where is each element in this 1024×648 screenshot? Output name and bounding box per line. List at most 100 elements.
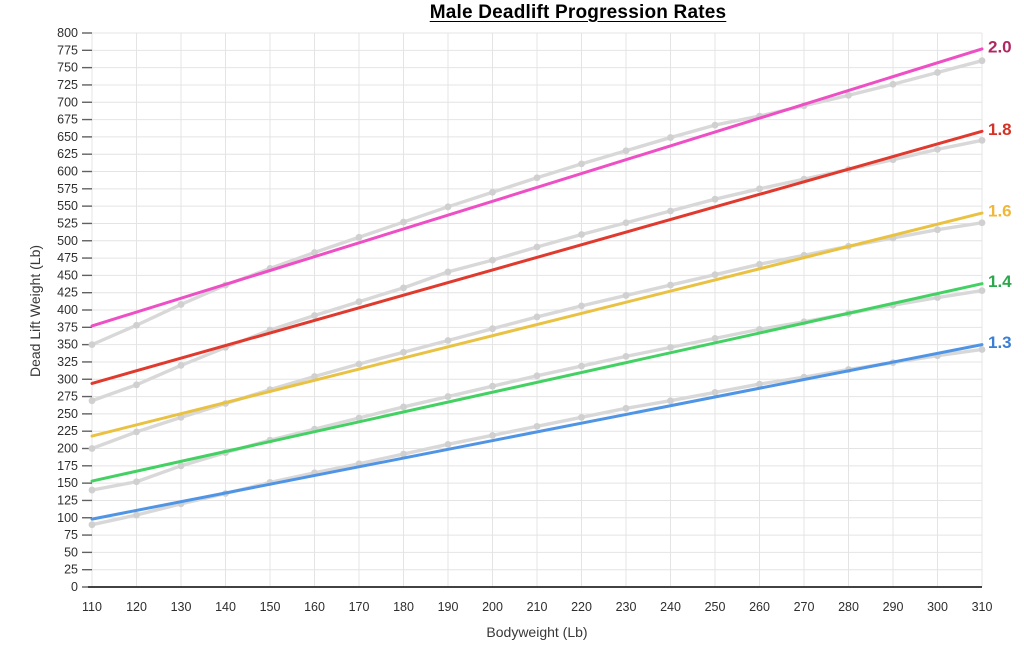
rate-label-1.3: 1.3: [988, 333, 1012, 352]
y-tick-label: 625: [57, 147, 78, 161]
y-tick-label: 25: [64, 563, 78, 577]
gridlines: [91, 32, 983, 588]
data-point: [88, 521, 96, 529]
data-point: [711, 121, 719, 129]
data-point: [934, 145, 941, 153]
y-tick-label: 325: [57, 355, 78, 369]
data-point: [133, 428, 140, 436]
trend-line-1.3: [90, 343, 984, 521]
y-tick-label: 300: [57, 372, 78, 386]
chart-title: Male Deadlift Progression Rates: [429, 2, 727, 23]
data-point: [444, 440, 452, 448]
trend-line-2.0: [90, 47, 984, 328]
data-point: [533, 313, 541, 321]
data-point: [756, 325, 763, 333]
y-tick-label: 550: [57, 199, 78, 213]
data-point: [934, 294, 941, 301]
data-point: [400, 218, 407, 226]
x-tick-label: 170: [349, 600, 370, 614]
data-point: [934, 226, 941, 234]
y-tick-label: 0: [71, 580, 78, 594]
data-point: [88, 445, 96, 452]
data-point: [133, 321, 140, 329]
y-tick-label: 175: [57, 459, 78, 473]
data-point: [978, 346, 986, 353]
y-tick-label: 225: [57, 424, 78, 438]
data-point: [355, 298, 363, 306]
y-tick-label: 650: [57, 130, 78, 144]
data-point: [489, 256, 496, 264]
data-point: [622, 404, 630, 412]
data-point: [489, 188, 496, 196]
data-point: [622, 352, 630, 360]
data-point: [756, 380, 763, 388]
data-point: [711, 334, 719, 342]
data-point: [311, 249, 318, 256]
data-point: [133, 381, 140, 389]
data-point: [444, 337, 452, 344]
data-point: [88, 486, 96, 494]
x-tick-label: 290: [883, 600, 904, 614]
y-tick-label: 425: [57, 286, 78, 300]
data-point: [667, 281, 674, 289]
data-point: [578, 362, 585, 370]
data-point: [978, 287, 986, 295]
data-point: [133, 511, 140, 519]
data-point: [533, 422, 541, 430]
x-tick-label: 180: [393, 600, 414, 614]
y-tick-label: 500: [57, 234, 78, 248]
trend-line-1.8: [90, 129, 984, 385]
x-tick-label: 230: [616, 600, 637, 614]
data-point: [400, 348, 407, 356]
data-point: [177, 301, 185, 308]
data-point: [889, 80, 897, 88]
x-tick-label: 220: [571, 600, 592, 614]
data-point: [711, 389, 719, 396]
data-point: [533, 243, 541, 251]
y-tick-label: 350: [57, 338, 78, 352]
y-tick-label: 775: [57, 43, 78, 57]
data-point: [444, 393, 452, 400]
x-tick-label: 260: [749, 600, 770, 614]
data-point: [88, 341, 96, 349]
data-point: [311, 312, 318, 319]
x-tick-label: 270: [794, 600, 815, 614]
data-point: [667, 343, 674, 351]
trend-line-1.4: [90, 282, 984, 483]
data-point: [177, 362, 185, 369]
y-tick-label: 150: [57, 476, 78, 490]
y-tick-label: 375: [57, 320, 78, 334]
rate-label-2.0: 2.0: [988, 37, 1012, 56]
data-point: [400, 284, 407, 292]
data-point: [934, 69, 941, 76]
y-tick-label: 50: [64, 545, 78, 559]
data-point: [667, 207, 674, 215]
data-point: [355, 360, 363, 368]
y-tick-marks: [82, 32, 92, 588]
y-tick-label: 200: [57, 442, 78, 456]
data-point: [978, 57, 986, 65]
data-point: [489, 431, 496, 439]
x-tick-label: 310: [972, 600, 993, 614]
data-point: [311, 373, 318, 380]
data-point: [845, 91, 852, 99]
x-tick-label: 200: [482, 600, 503, 614]
rate-label-1.8: 1.8: [988, 120, 1012, 139]
data-point: [578, 302, 585, 310]
x-tick-label: 150: [260, 600, 281, 614]
x-tick-label: 190: [438, 600, 459, 614]
x-tick-label: 120: [126, 600, 147, 614]
data-point: [489, 382, 496, 390]
x-tick-label: 110: [82, 600, 102, 614]
data-point: [711, 195, 719, 203]
data-point: [400, 450, 407, 458]
y-tick-label: 400: [57, 303, 78, 317]
trend-line-1.6: [90, 211, 984, 438]
x-tick-labels: 110 120 130 140 150 160 170 180 190 200 210 220 230 2…: [82, 600, 992, 614]
x-tick-label: 210: [527, 600, 548, 614]
y-tick-label: 700: [57, 95, 78, 109]
x-tick-label: 130: [171, 600, 192, 614]
y-tick-label: 800: [57, 26, 78, 40]
data-point: [400, 403, 407, 411]
